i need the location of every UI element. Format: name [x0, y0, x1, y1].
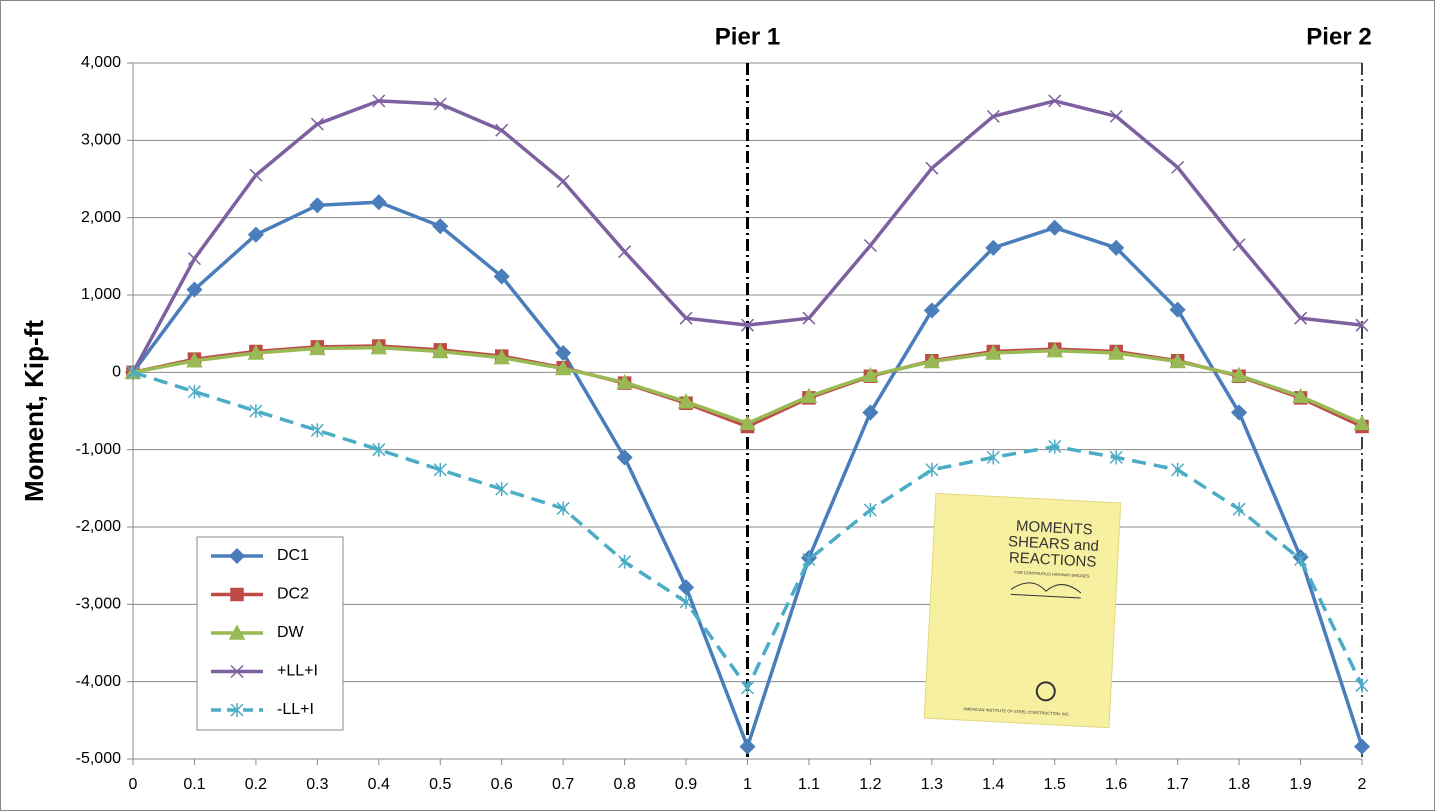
- x-tick-label: 1.8: [1228, 776, 1250, 793]
- y-tick-label: 4,000: [81, 54, 121, 71]
- x-tick-label: 0.2: [245, 776, 267, 793]
- x-tick-label: 1.7: [1167, 776, 1189, 793]
- x-tick-label: 1.2: [859, 776, 881, 793]
- x-tick-label: 1.1: [798, 776, 820, 793]
- book-image: MOMENTS SHEARS and REACTIONS FOR CONTINU…: [924, 493, 1121, 727]
- y-tick-label: 1,000: [81, 286, 121, 303]
- y-axis-label: Moment, Kip-ft: [19, 320, 49, 502]
- x-tick-label: 1.3: [921, 776, 943, 793]
- x-tick-label: 1.4: [982, 776, 1004, 793]
- y-tick-label: -3,000: [76, 596, 121, 613]
- y-tick-label: -2,000: [76, 518, 121, 535]
- legend-label: DC2: [277, 586, 309, 603]
- legend-label: DW: [277, 624, 305, 641]
- y-tick-label: 2,000: [81, 209, 121, 226]
- marker: [231, 589, 243, 601]
- y-tick-label: 0: [112, 364, 121, 381]
- x-tick-label: 1.5: [1044, 776, 1066, 793]
- x-tick-label: 1: [743, 776, 752, 793]
- x-tick-label: 0.1: [183, 776, 205, 793]
- x-tick-label: 1.9: [1289, 776, 1311, 793]
- x-tick-label: 0.7: [552, 776, 574, 793]
- legend-label: +LL+I: [277, 663, 318, 680]
- x-tick-label: 0.5: [429, 776, 451, 793]
- x-tick-label: 0.3: [306, 776, 328, 793]
- x-tick-label: 1.6: [1105, 776, 1127, 793]
- x-tick-label: 0: [129, 776, 138, 793]
- y-tick-label: -5,000: [76, 750, 121, 767]
- x-tick-label: 0.8: [613, 776, 635, 793]
- x-tick-label: 0.6: [491, 776, 513, 793]
- x-tick-label: 0.4: [368, 776, 390, 793]
- y-tick-label: -4,000: [76, 673, 121, 690]
- x-tick-label: 0.9: [675, 776, 697, 793]
- pier-label: Pier 2: [1306, 23, 1371, 50]
- legend-label: -LL+I: [277, 701, 314, 718]
- y-tick-label: 3,000: [81, 132, 121, 149]
- legend-label: DC1: [277, 547, 309, 564]
- pier-label: Pier 1: [715, 23, 780, 50]
- x-tick-label: 2: [1358, 776, 1367, 793]
- chart: Moment, Kip-ft -5,000 -4,000 -3,000 -2,000 -…: [0, 0, 1435, 811]
- y-tick-label: -1,000: [76, 441, 121, 458]
